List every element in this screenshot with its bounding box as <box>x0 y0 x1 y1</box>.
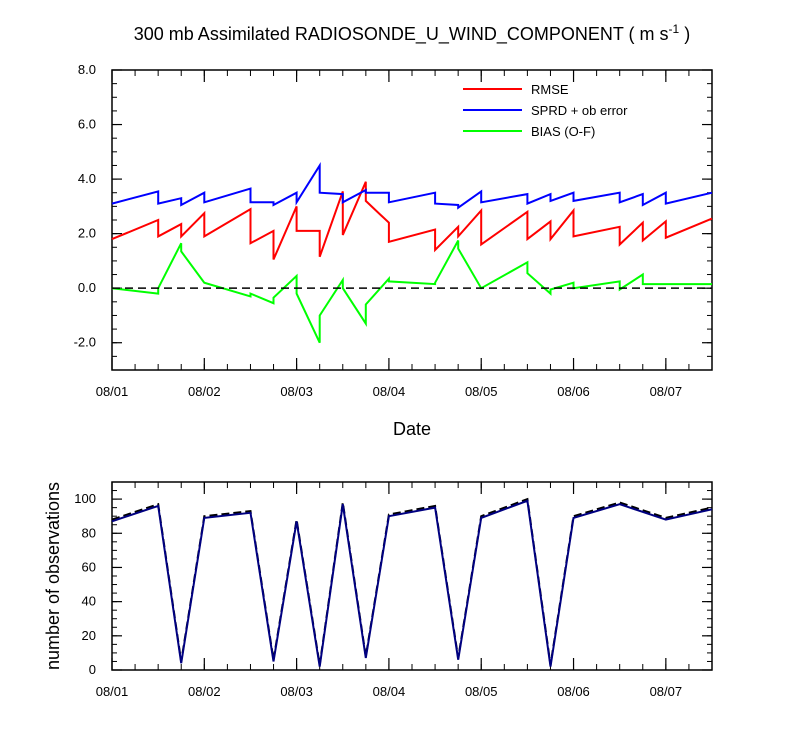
top-series-sprd-ob-error <box>111 162 713 210</box>
bottom-ytick-label: 80 <box>82 525 96 540</box>
bottom-series-obs-possible <box>111 497 713 666</box>
bottom-xtick-label: 08/02 <box>188 684 221 699</box>
bottom-xtick-label: 08/03 <box>280 684 313 699</box>
chart-title: 300 mb Assimilated RADIOSONDE_U_WIND_COM… <box>134 22 690 45</box>
top-ytick-label: 6.0 <box>78 117 96 132</box>
bottom-xtick-label: 08/04 <box>373 684 406 699</box>
top-xtick-label: 08/07 <box>650 384 683 399</box>
top-x-axis-title: Date <box>393 419 431 439</box>
top-series-bias-o-f <box>111 240 712 344</box>
top-ytick-label: 8.0 <box>78 62 96 77</box>
legend: RMSE SPRD + ob error BIAS (O-F) <box>463 82 628 139</box>
bottom-xtick-label: 08/01 <box>96 684 129 699</box>
top-xtick-label: 08/01 <box>96 384 129 399</box>
bottom-y-axis-title: number of observations <box>43 482 63 670</box>
chart-title-end: ) <box>679 24 690 44</box>
bottom-xtick-label: 08/05 <box>465 684 498 699</box>
top-ytick-label: 2.0 <box>78 226 96 241</box>
chart-title-sup: -1 <box>669 22 680 36</box>
top-xtick-label: 08/03 <box>280 384 313 399</box>
top-xtick-label: 08/02 <box>188 384 221 399</box>
top-xtick-label: 08/04 <box>373 384 406 399</box>
top-xtick-label: 08/05 <box>465 384 498 399</box>
bottom-ytick-label: 100 <box>74 491 96 506</box>
legend-label: BIAS (O-F) <box>531 124 595 139</box>
top-lines <box>111 162 713 344</box>
top-ticks: -2.0 0.0 2.0 4.0 6.0 8.0 08/01 08/02 08/03 08/04 0… <box>74 62 713 399</box>
bottom-xtick-label: 08/06 <box>557 684 590 699</box>
top-ytick-label: 0.0 <box>78 280 96 295</box>
bottom-ytick-label: 40 <box>82 594 96 609</box>
legend-label: RMSE <box>531 82 569 97</box>
bottom-ticks: 0 20 40 60 80 100 08/01 08/02 08/03 08/04 08/05 08/… <box>74 481 713 699</box>
bottom-ytick-label: 0 <box>89 662 96 677</box>
bottom-lines <box>111 497 713 667</box>
top-xtick-label: 08/06 <box>557 384 590 399</box>
bottom-xtick-label: 08/07 <box>650 684 683 699</box>
top-ytick-label: -2.0 <box>74 335 96 350</box>
top-series-rmse <box>111 181 713 260</box>
bottom-ytick-label: 60 <box>82 559 96 574</box>
chart-title-main: 300 mb Assimilated RADIOSONDE_U_WIND_COM… <box>134 24 669 45</box>
bottom-ytick-label: 20 <box>82 628 96 643</box>
top-ytick-label: 4.0 <box>78 171 96 186</box>
legend-label: SPRD + ob error <box>531 103 628 118</box>
bottom-series-obs-assimilated <box>111 499 713 667</box>
